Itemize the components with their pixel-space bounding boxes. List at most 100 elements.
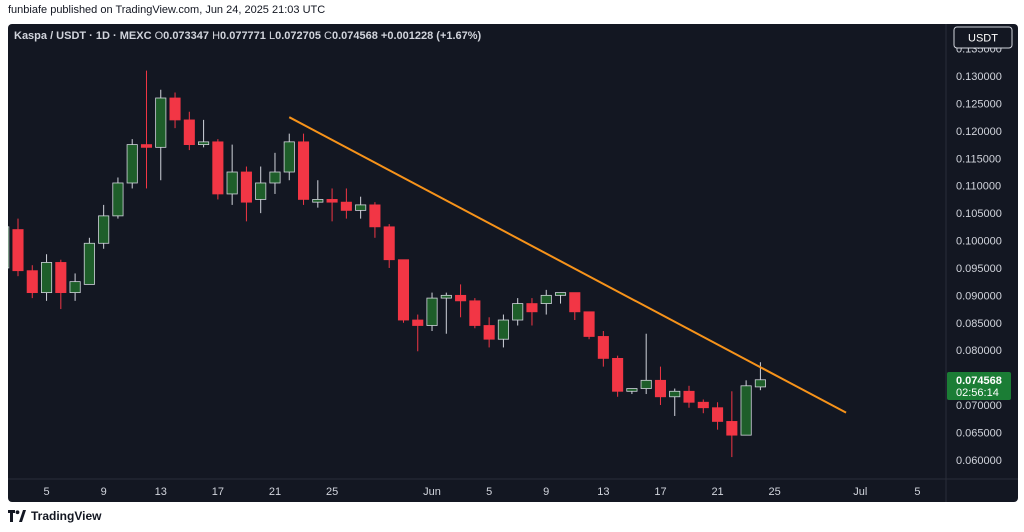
- candle-up: [41, 254, 53, 301]
- candle-body: [26, 270, 38, 294]
- high-label: H: [212, 30, 220, 42]
- candle-up: [283, 133, 295, 181]
- candle-down: [469, 298, 481, 329]
- candle-down: [326, 188, 338, 222]
- candle-down: [726, 391, 738, 458]
- candle-up: [83, 237, 95, 285]
- candle-down: [55, 259, 67, 310]
- candlestick-chart[interactable]: 0.1350000.1300000.1250000.1200000.115000…: [8, 24, 1018, 502]
- low-value: 0.072705: [275, 30, 324, 42]
- x-tick-label: 25: [769, 486, 781, 498]
- candle-up: [740, 380, 752, 436]
- trendline: [288, 116, 847, 414]
- x-tick-label: 13: [597, 486, 609, 498]
- candle-body: [98, 215, 110, 244]
- y-tick-label: 0.120000: [956, 126, 1002, 138]
- open-label: O: [155, 30, 164, 42]
- y-tick-label: 0.130000: [956, 71, 1002, 83]
- candle-up: [512, 298, 524, 326]
- candle-body: [269, 171, 281, 184]
- x-tick-label: 13: [155, 486, 167, 498]
- candle-body: [212, 141, 224, 195]
- candle-body: [497, 319, 509, 340]
- candle-down: [683, 385, 695, 408]
- candle-down: [240, 166, 252, 222]
- candle-body: [369, 204, 381, 228]
- y-tick-label: 0.070000: [956, 400, 1002, 412]
- candle-up: [155, 89, 167, 181]
- x-tick-label: 17: [212, 486, 224, 498]
- x-tick-label: 9: [543, 486, 549, 498]
- countdown-label: 02:56:14: [956, 387, 999, 399]
- candle-body: [41, 262, 53, 294]
- candle-body: [740, 385, 752, 436]
- y-tick-label: 0.110000: [956, 181, 1001, 193]
- candle-up: [355, 196, 367, 219]
- candle-body: [697, 401, 709, 409]
- candle-body: [483, 325, 495, 340]
- last-price-box: [947, 371, 1011, 400]
- candle-down: [654, 366, 666, 405]
- y-tick-label: 0.125000: [956, 98, 1002, 110]
- y-tick-label: 0.115000: [956, 153, 1001, 165]
- low-label: L: [269, 30, 275, 42]
- candle-down: [183, 111, 195, 151]
- candle-down: [697, 399, 709, 414]
- y-tick-label: 0.060000: [956, 455, 1002, 467]
- candle-body: [612, 357, 624, 392]
- y-tick-label: 0.090000: [956, 290, 1002, 302]
- tradingview-logo-icon: [8, 510, 26, 522]
- candle-body: [140, 144, 153, 148]
- candle-body: [540, 294, 552, 304]
- candle-down: [455, 284, 467, 318]
- candle-body: [597, 336, 609, 359]
- candle-body: [312, 199, 324, 203]
- close-value: 0.074568: [332, 30, 381, 42]
- candle-down: [297, 133, 310, 205]
- candle-body: [112, 182, 124, 217]
- candle-body: [383, 226, 395, 261]
- chart-panel[interactable]: 0.135000 0.130000 0.125000 0.120000 0.115000…: [8, 24, 1018, 502]
- candle-up: [426, 292, 438, 331]
- x-tick-label: Jun: [423, 486, 441, 498]
- candle-up: [440, 292, 452, 334]
- y-tick-label: 0.065000: [956, 427, 1002, 439]
- candle-body: [183, 119, 195, 146]
- symbol-label: Kaspa / USDT · 1D · MEXC: [14, 30, 155, 42]
- candle-body: [69, 281, 81, 294]
- y-tick-label: 0.105000: [956, 208, 1002, 220]
- currency-badge-box: [953, 26, 1013, 49]
- candle-down: [397, 259, 410, 323]
- candle-down: [140, 70, 153, 189]
- candle-up: [126, 139, 138, 189]
- candle-up: [255, 166, 267, 214]
- candle-body: [240, 171, 252, 203]
- candle-body: [455, 294, 467, 302]
- candle-up: [554, 292, 567, 304]
- x-tick-label: 5: [486, 486, 492, 498]
- currency-badge[interactable]: USDT: [953, 26, 1013, 49]
- change-value: +0.001228 (+1.67%): [381, 30, 482, 42]
- x-tick-label: 9: [101, 486, 107, 498]
- candle-down: [169, 92, 181, 129]
- x-tick-label: 25: [326, 486, 338, 498]
- candle-body: [426, 297, 438, 326]
- candle-up: [540, 289, 552, 315]
- x-tick-label: 17: [654, 486, 666, 498]
- candle-down: [597, 330, 609, 367]
- candle-up: [198, 119, 210, 148]
- candle-body: [569, 292, 581, 313]
- candle-down: [383, 224, 395, 268]
- candle-down: [412, 314, 424, 352]
- candle-body: [83, 242, 95, 285]
- candle-body: [526, 303, 538, 313]
- candle-body: [554, 292, 567, 296]
- candle-down: [483, 317, 495, 348]
- x-tick-label: 21: [711, 486, 723, 498]
- candle-body: [340, 201, 352, 211]
- footer: TradingView: [8, 509, 101, 523]
- candle-body: [412, 319, 424, 326]
- x-tick-label: 5: [914, 486, 920, 498]
- candle-up: [497, 314, 509, 348]
